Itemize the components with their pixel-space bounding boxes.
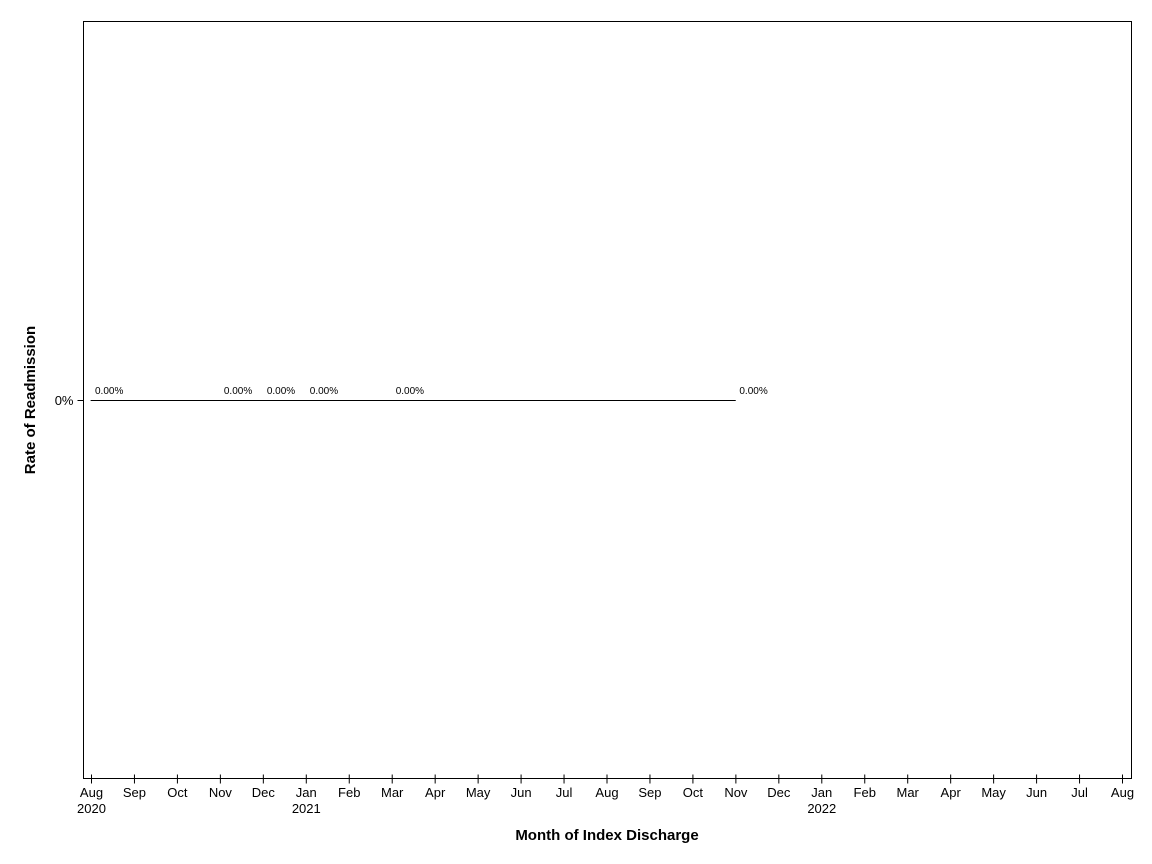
x-year-label: 2020 xyxy=(77,801,106,816)
data-point xyxy=(391,400,393,401)
x-tick-label: Aug xyxy=(595,785,618,800)
data-point xyxy=(305,400,307,401)
x-tick-label: Jul xyxy=(556,785,573,800)
x-tick-label: May xyxy=(466,785,491,800)
data-point xyxy=(90,400,92,401)
x-tick-label: Oct xyxy=(683,785,704,800)
x-tick-label: Mar xyxy=(897,785,920,800)
x-axis-title: Month of Index Discharge xyxy=(515,827,698,844)
data-label: 0.00% xyxy=(310,386,338,397)
x-tick-label: Jan xyxy=(811,785,832,800)
x-tick-label: Dec xyxy=(252,785,276,800)
x-tick-label: Sep xyxy=(123,785,146,800)
x-tick-label: Mar xyxy=(381,785,404,800)
x-tick-label: Oct xyxy=(167,785,188,800)
x-tick-label: Feb xyxy=(854,785,876,800)
x-tick-label: Jun xyxy=(1026,785,1047,800)
x-tick-label: Nov xyxy=(724,785,748,800)
x-tick-label: Aug xyxy=(80,785,103,800)
data-label: 0.00% xyxy=(396,386,424,397)
x-tick-label: Apr xyxy=(425,785,446,800)
data-point xyxy=(734,400,736,401)
x-tick-label: May xyxy=(981,785,1006,800)
x-year-label: 2021 xyxy=(292,801,321,816)
data-label: 0.00% xyxy=(95,386,123,397)
x-tick-label: Jul xyxy=(1071,785,1088,800)
y-axis-title: Rate of Readmission xyxy=(22,326,39,474)
x-tick-label: Dec xyxy=(767,785,791,800)
y-axis: 0% xyxy=(55,393,84,408)
x-tick-label: Jun xyxy=(511,785,532,800)
data-point xyxy=(262,400,264,401)
x-tick-label: Feb xyxy=(338,785,360,800)
data-label: 0.00% xyxy=(224,386,252,397)
series-layer: 0.00% 0.00% 0.00% 0.00% 0.00% 0.00% xyxy=(90,386,768,401)
x-year-label: 2022 xyxy=(807,801,836,816)
x-tick-label: Sep xyxy=(638,785,661,800)
x-tick-label: Aug xyxy=(1111,785,1134,800)
x-tick-label: Nov xyxy=(209,785,233,800)
data-point xyxy=(219,400,221,401)
data-label: 0.00% xyxy=(267,386,295,397)
x-tick-label: Apr xyxy=(941,785,962,800)
x-tick-label: Jan xyxy=(296,785,317,800)
data-label: 0.00% xyxy=(739,386,767,397)
y-tick-label: 0% xyxy=(55,393,74,408)
